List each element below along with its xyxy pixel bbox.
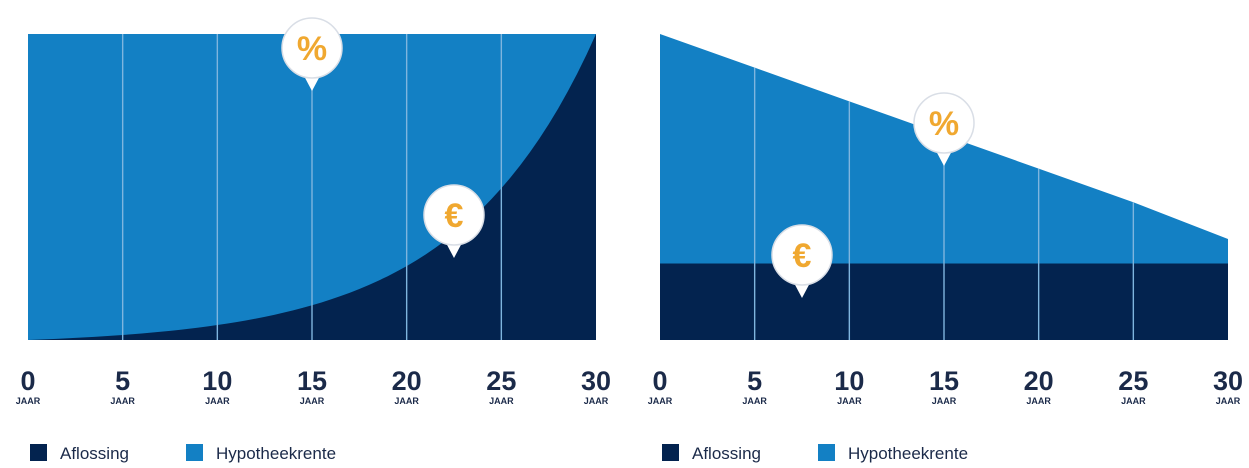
x-tick-label: 5 xyxy=(115,366,130,396)
marker-symbol: % xyxy=(929,105,959,143)
percent-marker-icon: % xyxy=(913,92,975,166)
marker-symbol: € xyxy=(793,237,812,275)
marker-bubble xyxy=(771,224,833,286)
x-tick-unit: JAAR xyxy=(648,396,673,406)
x-tick-unit: JAAR xyxy=(205,396,230,406)
chart-panel-2: 0JAAR5JAAR10JAAR15JAAR20JAAR25JAAR30JAAR… xyxy=(648,34,1243,463)
x-tick-label: 5 xyxy=(747,366,762,396)
legend-label-hypotheekrente: Hypotheekrente xyxy=(848,444,968,463)
x-tick-label: 15 xyxy=(297,366,327,396)
chart-panel-1: 0JAAR5JAAR10JAAR15JAAR20JAAR25JAAR30JAAR… xyxy=(16,17,611,463)
legend-label-aflossing: Aflossing xyxy=(60,444,129,463)
x-tick-unit: JAAR xyxy=(584,396,609,406)
x-tick-unit: JAAR xyxy=(1216,396,1241,406)
x-tick-label: 15 xyxy=(929,366,959,396)
legend: Aflossing Hypotheekrente xyxy=(30,444,336,463)
x-tick-label: 20 xyxy=(392,366,422,396)
area-aflossing xyxy=(28,34,596,340)
legend-swatch-hypotheekrente xyxy=(818,444,835,461)
percent-marker-icon: % xyxy=(281,17,343,91)
marker-bubble xyxy=(281,17,343,79)
x-tick-unit: JAAR xyxy=(1026,396,1051,406)
x-tick-unit: JAAR xyxy=(742,396,767,406)
legend: Aflossing Hypotheekrente xyxy=(662,444,968,463)
legend-label-aflossing: Aflossing xyxy=(692,444,761,463)
x-tick-unit: JAAR xyxy=(932,396,957,406)
x-tick-label: 10 xyxy=(834,366,864,396)
x-tick-label: 0 xyxy=(652,366,667,396)
x-tick-label: 30 xyxy=(581,366,611,396)
euro-marker-icon: € xyxy=(423,184,485,258)
marker-symbol: € xyxy=(445,197,464,235)
marker-bubble xyxy=(423,184,485,246)
legend-swatch-aflossing xyxy=(662,444,679,461)
x-tick-label: 25 xyxy=(486,366,516,396)
x-tick-unit: JAAR xyxy=(1121,396,1146,406)
x-tick-unit: JAAR xyxy=(489,396,514,406)
x-tick-unit: JAAR xyxy=(300,396,325,406)
x-tick-unit: JAAR xyxy=(394,396,419,406)
x-tick-label: 20 xyxy=(1024,366,1054,396)
x-tick-label: 0 xyxy=(20,366,35,396)
marker-symbol: % xyxy=(297,30,327,68)
x-tick-unit: JAAR xyxy=(110,396,135,406)
x-tick-unit: JAAR xyxy=(837,396,862,406)
marker-bubble xyxy=(913,92,975,154)
legend-swatch-hypotheekrente xyxy=(186,444,203,461)
x-tick-label: 10 xyxy=(202,366,232,396)
x-tick-label: 30 xyxy=(1213,366,1243,396)
legend-label-hypotheekrente: Hypotheekrente xyxy=(216,444,336,463)
euro-marker-icon: € xyxy=(771,224,833,298)
legend-swatch-aflossing xyxy=(30,444,47,461)
x-tick-unit: JAAR xyxy=(16,396,41,406)
x-tick-label: 25 xyxy=(1118,366,1148,396)
